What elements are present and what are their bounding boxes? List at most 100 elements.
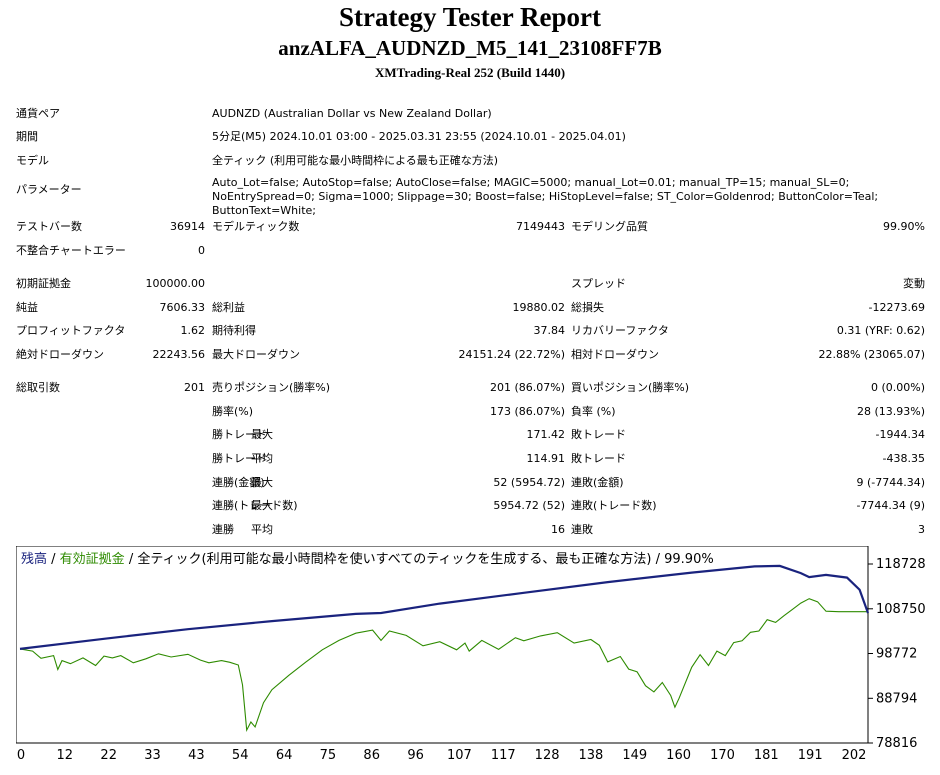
x-tick-label: 107 xyxy=(447,748,472,763)
trades-value: 201 xyxy=(184,381,205,394)
cons-wins-label: 連勝(金額) xyxy=(212,476,265,489)
short-label: 売りポジション(勝率%) xyxy=(212,381,331,394)
rel-dd-value: 22.88% (23065.07) xyxy=(818,348,925,361)
quality-label: モデリング品質 xyxy=(571,220,648,233)
server-build: XMTrading-Real 252 (Build 1440) xyxy=(374,65,566,80)
chart-svg: 残高 / 有効証拠金 / 全ティック(利用可能な最小時間枠を使いすべてのティック… xyxy=(15,545,926,763)
symbol-row: 通貨ペア AUDNZD (Australian Dollar vs New Ze… xyxy=(0,106,940,128)
long-label: 買いポジション(勝率%) xyxy=(571,381,690,394)
deposit-label: 初期証拠金 xyxy=(16,277,71,290)
cons-profit-label: 連勝(トレード数) xyxy=(212,499,298,512)
expert-name: anzALFA_AUDNZD_M5_141_23108FF7B xyxy=(278,36,662,60)
model-value: 全ティック (利用可能な最小時間枠による最も正確な方法) xyxy=(212,154,499,167)
y-tick-label: 108750 xyxy=(876,602,926,617)
params-value: Auto_Lot=false; AutoStop=false; AutoClos… xyxy=(212,176,879,217)
mismatch-label: 不整合チャートエラー xyxy=(16,244,126,257)
cons-wins-value: 52 (5954.72) xyxy=(493,476,565,489)
params-row: パラメーター xyxy=(0,182,940,204)
symbol-value: AUDNZD (Australian Dollar vs New Zealand… xyxy=(212,107,492,120)
bars-value: 36914 xyxy=(170,220,205,233)
x-tick-label: 160 xyxy=(666,748,691,763)
ticks-value: 7149443 xyxy=(516,220,565,233)
equity-line xyxy=(19,598,868,733)
max-win-label: 勝トレード xyxy=(212,428,267,441)
x-tick-label: 138 xyxy=(578,748,603,763)
max-prefix-3: 最大 xyxy=(251,499,273,512)
x-tick-label: 22 xyxy=(100,748,117,763)
x-tick-label: 86 xyxy=(363,748,380,763)
mismatch-value: 0 xyxy=(198,244,205,257)
avg-cons-loss-value: 3 xyxy=(918,523,925,536)
plot-frame xyxy=(15,545,869,744)
avg-cons-win-value: 16 xyxy=(551,523,565,536)
lossrate-value: 28 (13.93%) xyxy=(856,405,925,418)
params-label: パラメーター xyxy=(16,183,82,196)
max-loss-value: -1944.34 xyxy=(875,428,925,441)
y-axis: 118728 108750 98772 88794 78816 xyxy=(868,557,926,751)
x-tick-label: 33 xyxy=(144,748,161,763)
deposit-row: 初期証拠金 100000.00 スプレッド 変動 xyxy=(0,276,940,298)
x-tick-label: 96 xyxy=(407,748,424,763)
avg-win-label: 勝トレード xyxy=(212,452,267,465)
legend-equity: 有効証拠金 xyxy=(60,551,125,567)
quality-value: 99.90% xyxy=(883,220,925,233)
gross-loss-value: -12273.69 xyxy=(868,301,925,314)
y-tick-label: 118728 xyxy=(876,557,926,572)
trades-label: 総取引数 xyxy=(16,381,60,394)
x-tick-label: 170 xyxy=(710,748,735,763)
y-tick-label: 98772 xyxy=(876,647,917,662)
cons-profit-value: 5954.72 (52) xyxy=(493,499,565,512)
bars-label: テストバー数 xyxy=(16,220,82,233)
model-row: モデル 全ティック (利用可能な最小時間枠による最も正確な方法) xyxy=(0,153,940,175)
winrate-label: 勝率(%) xyxy=(212,405,254,418)
net-value: 7606.33 xyxy=(159,301,206,314)
pf-label: プロフィットファクタ xyxy=(16,324,126,337)
avg-cons-loss-label: 連敗 xyxy=(571,523,593,536)
max-loss-label: 敗トレード xyxy=(571,428,626,441)
x-tick-label: 191 xyxy=(798,748,823,763)
max-prefix: 最大 xyxy=(251,428,273,441)
winrate-row: 勝率(%) 173 (86.07%) 負率 (%) 28 (13.93%) xyxy=(0,404,940,426)
avg-win-value: 114.91 xyxy=(526,452,566,465)
bars-row: テストバー数 36914 モデルティック数 7149443 モデリング品質 99… xyxy=(0,219,940,241)
y-tick-label: 88794 xyxy=(876,691,917,706)
spread-value: 変動 xyxy=(903,277,925,290)
x-tick-label: 149 xyxy=(622,748,647,763)
avg-trade-row: 平均 勝トレード 114.91 敗トレード -438.35 xyxy=(0,451,940,473)
pf-value: 1.62 xyxy=(180,324,206,337)
expected-value: 37.84 xyxy=(533,324,566,337)
symbol-label: 通貨ペア xyxy=(16,107,60,120)
x-axis: 0 12 22 33 43 54 64 75 86 96 107 117 128 138 149 160 170… xyxy=(17,748,867,763)
gross-profit-value: 19880.02 xyxy=(512,301,566,314)
x-tick-label: 43 xyxy=(188,748,205,763)
legend-balance: 残高 xyxy=(21,551,47,567)
period-label: 期間 xyxy=(16,130,38,143)
max-win-value: 171.42 xyxy=(526,428,566,441)
balance-line xyxy=(19,564,870,650)
x-tick-label: 64 xyxy=(276,748,293,763)
dd-row: 絶対ドローダウン 22243.56 最大ドローダウン 24151.24 (22.… xyxy=(0,347,940,369)
ticks-label: モデルティック数 xyxy=(212,220,300,233)
trades-row: 総取引数 201 売りポジション(勝率%) 201 (86.07%) 買いポジシ… xyxy=(0,380,940,402)
short-value: 201 (86.07%) xyxy=(489,381,565,394)
pf-row: プロフィットファクタ 1.62 期待利得 37.84 リカバリーファクタ 0.3… xyxy=(0,323,940,345)
x-tick-label: 181 xyxy=(754,748,779,763)
model-label: モデル xyxy=(16,154,49,167)
avg-cons-win-label: 連勝 xyxy=(212,523,234,536)
max-trade-row: 最大 勝トレード 171.42 敗トレード -1944.34 xyxy=(0,427,940,449)
cons-loss-label: 連敗(トレード数) xyxy=(571,499,657,512)
cons-count-row: 最大 連勝(トレード数) 5954.72 (52) 連敗(トレード数) -774… xyxy=(0,498,940,520)
deposit-value: 100000.00 xyxy=(145,277,206,290)
avg-cons-row: 平均 連勝 16 連敗 3 xyxy=(0,522,940,544)
winrate-value: 173 (86.07%) xyxy=(489,405,565,418)
report-title: Strategy Tester Report xyxy=(339,2,601,32)
x-tick-label: 12 xyxy=(57,748,74,763)
series-layer xyxy=(19,564,870,733)
abs-dd-value: 22243.56 xyxy=(152,348,206,361)
cons-losses-value: 9 (-7744.34) xyxy=(856,476,925,489)
max-prefix-2: 最大 xyxy=(251,476,273,489)
lossrate-label: 負率 (%) xyxy=(571,405,616,418)
x-tick-label: 202 xyxy=(842,748,867,763)
legend-sep: / xyxy=(47,552,60,567)
abs-dd-label: 絶対ドローダウン xyxy=(16,348,104,361)
